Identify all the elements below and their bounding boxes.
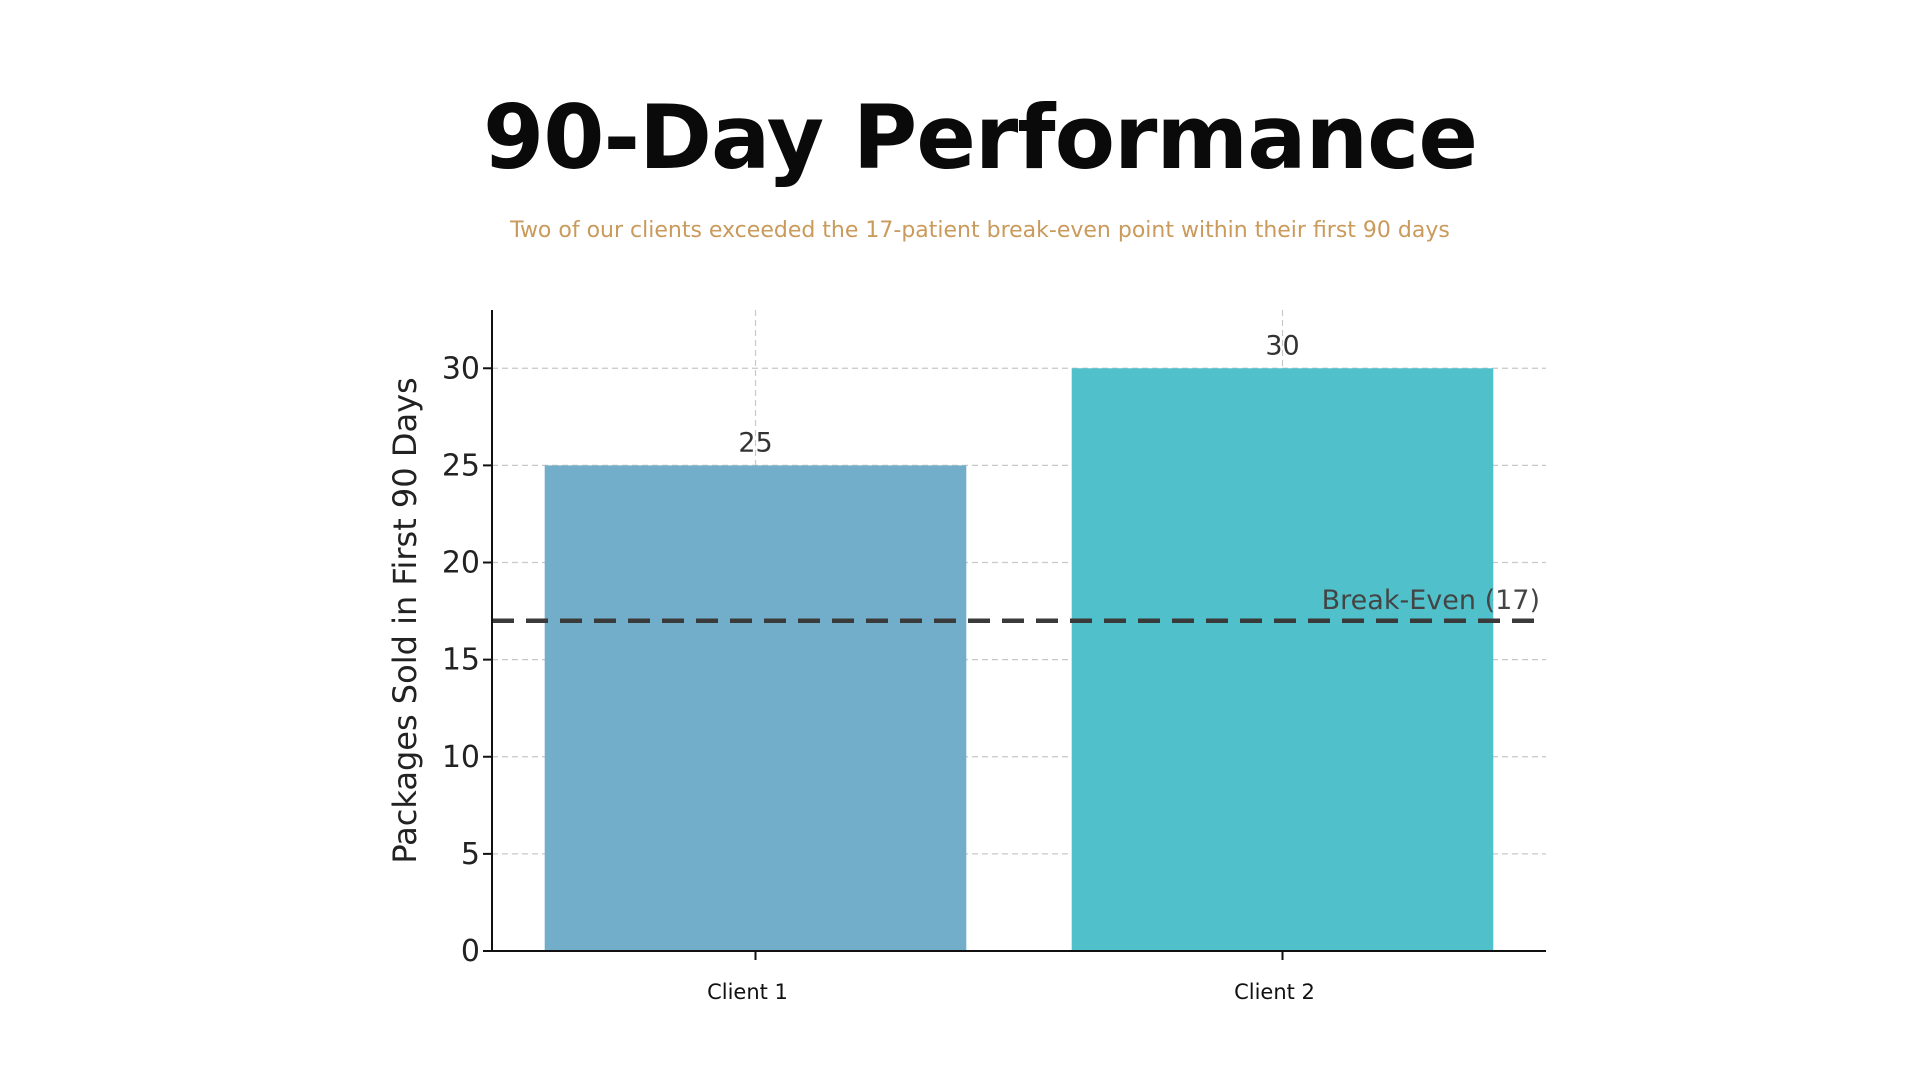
page-subtitle: Two of our clients exceeded the 17-patie… xyxy=(510,218,1450,243)
y-tick-label: 25 xyxy=(442,448,480,483)
reference-line-group: Break-Even (17) xyxy=(492,585,1546,624)
y-tick-label: 20 xyxy=(442,546,480,581)
bars xyxy=(544,368,1494,952)
y-axis-label: Packages Sold in First 90 Days xyxy=(386,377,424,863)
data-label: 25 xyxy=(738,427,772,458)
bar-2 xyxy=(1071,368,1494,952)
x-tick-label: Client 2 xyxy=(1234,980,1315,1004)
y-tick-label: 5 xyxy=(461,837,480,872)
y-tick-label: 0 xyxy=(461,934,480,969)
data-label: 30 xyxy=(1265,330,1299,361)
page-title: 90-Day Performance xyxy=(483,86,1478,189)
break-even-label: Break-Even (17) xyxy=(1322,585,1540,616)
axes: 0 5 10 15 20 25 30 Client 1 Client 2 xyxy=(442,310,1546,1004)
y-tick-label: 10 xyxy=(442,740,480,775)
x-tick-label: Client 1 xyxy=(707,980,788,1004)
bar-1 xyxy=(544,465,967,951)
y-tick-label: 30 xyxy=(442,351,480,386)
labels: 25 30 Packages Sold in First 90 Days xyxy=(386,330,1300,863)
y-tick-label: 15 xyxy=(442,643,480,678)
